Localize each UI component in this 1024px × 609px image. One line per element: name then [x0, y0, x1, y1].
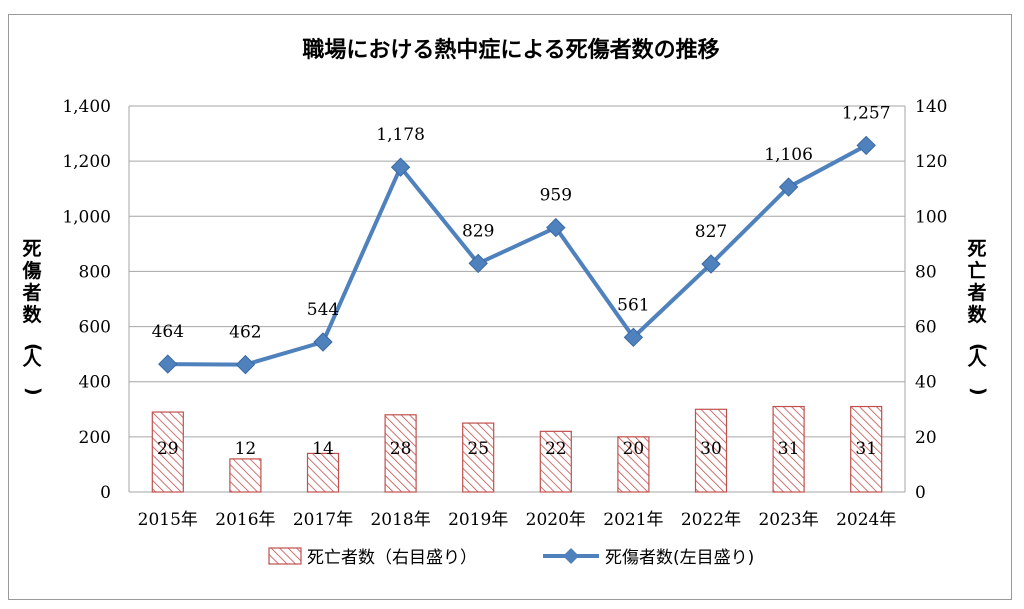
line-point — [623, 327, 644, 348]
line-point — [701, 254, 721, 274]
x-tick-label: 2018年 — [370, 510, 430, 530]
line-data-label: 544 — [307, 300, 339, 320]
left-tick-label: 600 — [79, 318, 111, 338]
line-data-label: 829 — [462, 221, 494, 241]
line-data-label: 1,106 — [764, 145, 813, 165]
grid-lines — [128, 105, 906, 493]
line-series-casualties — [158, 135, 876, 375]
right-tick-label: 100 — [915, 207, 947, 227]
line-data-label: 1,178 — [376, 125, 425, 145]
chart-title: 職場における熱中症による死傷者数の推移 — [302, 37, 719, 63]
x-tick-label: 2020年 — [526, 510, 586, 530]
bar — [384, 414, 417, 493]
bar-data-label: 30 — [700, 439, 722, 459]
x-tick-label: 2017年 — [293, 510, 353, 530]
axis-ticks: 0 200 400 600 800 1,000 1,200 1,400 0 20 40 60 80 100… — [62, 97, 947, 530]
right-tick-label: 80 — [915, 262, 937, 282]
x-tick-label: 2016年 — [215, 510, 275, 530]
left-tick-label: 0 — [100, 483, 111, 503]
left-tick-label: 1,400 — [62, 97, 111, 117]
bar — [772, 405, 805, 493]
right-axis-title: 死亡者数(人) — [967, 238, 989, 396]
left-tick-label: 800 — [79, 262, 111, 282]
line-point — [158, 354, 178, 374]
line-data-label: 827 — [695, 222, 727, 242]
bar-series-deaths — [151, 405, 883, 493]
line-data-label: 1,257 — [842, 103, 891, 123]
x-tick-label: 2015年 — [138, 510, 198, 530]
left-tick-label: 1,200 — [62, 152, 111, 172]
bar — [462, 422, 495, 493]
bar-data-label: 20 — [623, 439, 645, 459]
left-tick-label: 1,000 — [62, 207, 111, 227]
line-data-label: 561 — [617, 295, 649, 315]
bar-data-label: 22 — [545, 439, 567, 459]
line-data-label: 959 — [540, 186, 572, 206]
right-tick-label: 0 — [915, 483, 926, 503]
left-tick-label: 200 — [79, 428, 111, 448]
data-labels: 29 12 14 28 25 22 20 30 31 31 464 462 544 1,178 829 959… — [152, 103, 891, 459]
bar-data-label: 25 — [467, 439, 489, 459]
right-tick-label: 120 — [915, 152, 947, 172]
bar-data-label: 14 — [312, 439, 334, 459]
bar — [617, 436, 650, 493]
chart-frame: 職場における熱中症による死傷者数の推移 0 200 400 600 800 1,000 1,… — [8, 14, 1012, 600]
bar — [694, 408, 728, 493]
axis-titles: 死傷者数(人) 死亡者数(人) — [21, 238, 989, 396]
legend-bar-label: 死亡者数（右目盛り） — [307, 548, 477, 568]
line-point — [468, 253, 488, 274]
legend: 死亡者数（右目盛り） 死傷者数(左目盛り) — [268, 547, 754, 568]
bar-data-label: 28 — [390, 439, 412, 459]
legend-line-marker — [563, 548, 579, 564]
left-axis-title: 死傷者数(人) — [21, 238, 44, 396]
bar-data-label: 31 — [778, 439, 800, 459]
x-tick-label: 2023年 — [758, 510, 818, 530]
line-point — [546, 217, 566, 238]
x-tick-label: 2024年 — [836, 510, 896, 530]
line-point — [235, 354, 256, 375]
combo-chart: 職場における熱中症による死傷者数の推移 02004006008001,0001,… — [21, 37, 989, 568]
line-data-label: 462 — [229, 323, 261, 343]
bar-data-label: 12 — [235, 439, 257, 459]
line-point — [856, 135, 876, 156]
bar-data-label: 31 — [855, 439, 877, 459]
line-point — [313, 332, 333, 352]
right-tick-label: 60 — [915, 318, 937, 338]
bar — [229, 458, 262, 493]
right-tick-label: 20 — [915, 428, 937, 448]
right-tick-label: 140 — [915, 97, 947, 117]
line-data-label: 464 — [152, 322, 184, 342]
bar — [850, 405, 883, 493]
bar — [306, 452, 340, 493]
left-tick-label: 400 — [79, 373, 111, 393]
series-line — [167, 143, 868, 367]
legend-bar-swatch — [268, 547, 302, 565]
bar — [151, 411, 184, 493]
bar-data-label: 29 — [157, 439, 179, 459]
bar — [539, 430, 572, 493]
line-point — [778, 177, 799, 197]
line-point — [390, 157, 411, 177]
legend-line-label: 死傷者数(左目盛り) — [605, 548, 754, 568]
right-tick-label: 40 — [915, 373, 937, 393]
x-tick-label: 2022年 — [681, 510, 741, 530]
x-tick-label: 2021年 — [603, 510, 663, 530]
x-tick-label: 2019年 — [448, 510, 508, 530]
